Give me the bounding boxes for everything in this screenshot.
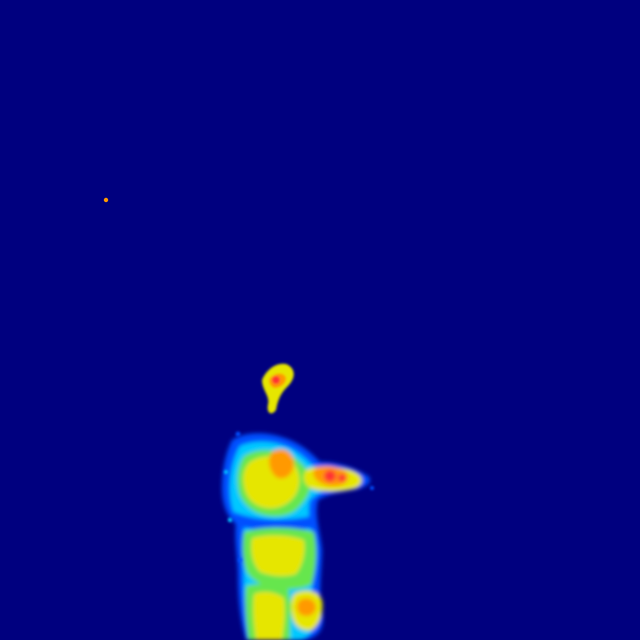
person-heat-signature xyxy=(222,433,371,640)
upper-heat-blob xyxy=(262,363,294,414)
hot-speck xyxy=(103,197,109,203)
edge-speckles xyxy=(224,431,374,562)
